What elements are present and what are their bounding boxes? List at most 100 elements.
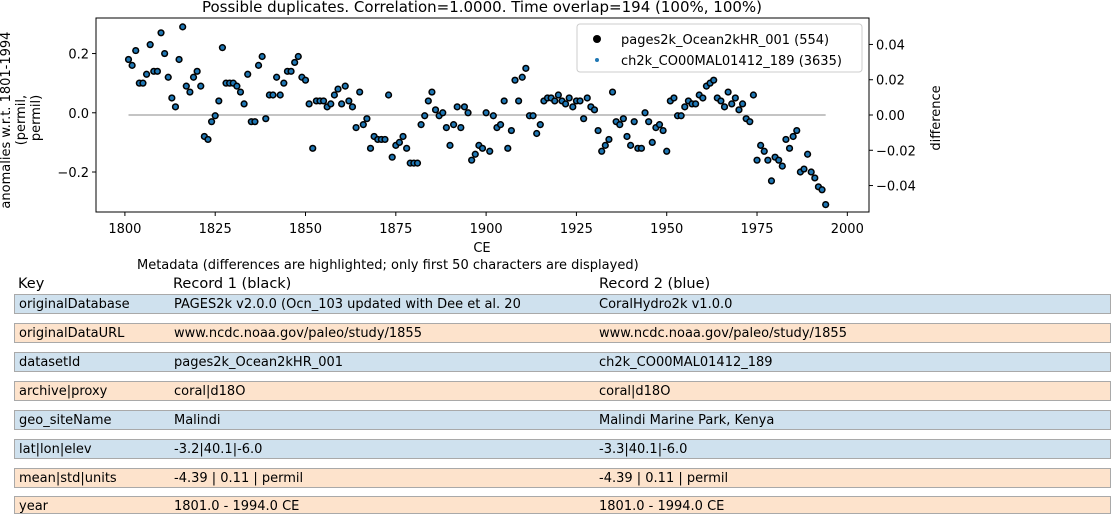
data-point-record-2 — [581, 116, 586, 121]
data-point-record-2 — [758, 143, 763, 148]
legend: pages2k_Ocean2kHR_001 (554) ch2k_CO00MAL… — [576, 23, 863, 73]
x-tick-label: 1975 — [740, 222, 773, 237]
x-tick-label: 1950 — [650, 222, 683, 237]
data-point-record-2 — [353, 125, 359, 130]
legend-marker-record-2 — [595, 58, 599, 62]
data-point-record-2 — [491, 113, 496, 118]
data-point-record-2 — [361, 122, 366, 127]
data-point-record-2 — [288, 69, 294, 74]
chart-title: Possible duplicates. Correlation=1.0000.… — [202, 0, 762, 16]
data-point-record-2 — [422, 113, 427, 118]
data-point-record-2 — [776, 158, 781, 163]
axes-layer: 1800 1825 1850 1875 1900 1925 1950 1975 2000 −0.2… — [57, 38, 915, 237]
metadata-row-original-data-url: originalDataURL www.ncdc.noaa.gov/paleo/… — [14, 323, 1111, 343]
metadata-row-dataset-id: datasetId pages2k_Ocean2kHR_001 ch2k_CO0… — [14, 352, 1111, 372]
data-point-record-2 — [538, 122, 543, 127]
data-point-record-2 — [256, 63, 261, 68]
metadata-key: lat|lon|elev — [19, 442, 92, 457]
metadata-record-1-value: www.ncdc.noaa.gov/paleo/study/1855 — [174, 326, 422, 341]
data-point-record-2 — [205, 137, 211, 142]
metadata-row-archive-proxy: archive|proxy coral|d18O coral|d18O — [14, 381, 1111, 401]
metadata-key: datasetId — [19, 355, 81, 370]
data-point-record-2 — [260, 54, 265, 59]
data-point-record-2 — [736, 107, 742, 112]
data-point-record-2 — [512, 78, 518, 83]
data-point-record-2 — [563, 101, 568, 106]
data-point-record-2 — [679, 113, 684, 118]
metadata-record-2-value: -4.39 | 0.11 | permil — [599, 471, 729, 486]
data-point-record-2 — [429, 89, 435, 95]
metadata-header-key: Key — [18, 276, 45, 292]
metadata-record-2-value: www.ncdc.noaa.gov/paleo/study/1855 — [599, 326, 847, 341]
data-point-record-2 — [747, 119, 752, 124]
data-point-record-2 — [585, 95, 590, 101]
x-tick-label: 1925 — [560, 222, 593, 237]
metadata-row-mean-std-units: mean|std|units -4.39 | 0.11 | permil -4.… — [14, 468, 1111, 488]
data-point-record-2 — [599, 149, 604, 154]
data-point-record-2 — [364, 116, 370, 121]
metadata-record-2-value: 1801.0 - 1994.0 CE — [599, 499, 725, 514]
data-point-record-2 — [682, 104, 687, 109]
data-point-record-2 — [281, 81, 286, 86]
data-point-record-2 — [292, 60, 297, 65]
data-point-record-2 — [751, 92, 756, 98]
metadata-record-2-value: -3.3|40.1|-6.0 — [599, 442, 688, 457]
data-point-record-2 — [661, 128, 666, 133]
data-point-record-2 — [639, 146, 644, 151]
data-point-record-2 — [718, 98, 724, 104]
data-point-record-2 — [646, 119, 651, 124]
metadata-record-1-value: -3.2|40.1|-6.0 — [174, 442, 263, 457]
data-point-record-2 — [310, 146, 315, 151]
data-point-record-2 — [418, 122, 424, 127]
y-tick-label: 0.2 — [68, 48, 89, 63]
data-point-record-2 — [426, 98, 431, 104]
data-point-record-2 — [126, 57, 131, 62]
data-point-record-2 — [465, 110, 471, 115]
data-point-record-2 — [610, 89, 615, 95]
data-point-record-2 — [252, 119, 258, 124]
data-point-record-2 — [339, 101, 344, 106]
data-point-record-2 — [603, 143, 608, 148]
y-tick-label: 0.0 — [68, 107, 89, 122]
right-y-tick-label: −0.02 — [876, 144, 916, 159]
data-point-record-2 — [155, 69, 160, 74]
data-point-record-2 — [191, 75, 196, 80]
data-point-record-2 — [534, 131, 539, 136]
data-point-record-2 — [516, 98, 521, 104]
data-point-record-2 — [444, 125, 449, 130]
data-point-record-2 — [769, 178, 774, 184]
y-axis-label: anomalies w.r.t. 1801-1994 (permil, perm… — [0, 27, 44, 208]
data-point-record-2 — [570, 104, 575, 109]
data-point-record-2 — [216, 98, 221, 104]
metadata-record-1-value: 1801.0 - 1994.0 CE — [174, 499, 300, 514]
data-point-record-2 — [487, 149, 492, 154]
right-y-tick-label: 0.04 — [876, 38, 905, 53]
data-point-record-2 — [274, 75, 279, 80]
metadata-key: mean|std|units — [19, 471, 117, 486]
metadata-caption: Metadata (differences are highlighted; o… — [137, 258, 639, 273]
data-point-record-2 — [176, 57, 182, 62]
data-point-record-2 — [386, 92, 391, 98]
data-point-record-2 — [671, 95, 677, 101]
data-point-record-2 — [335, 86, 341, 92]
data-point-record-2 — [130, 63, 135, 68]
data-point-record-2 — [621, 116, 626, 121]
data-point-record-2 — [173, 104, 178, 109]
data-point-record-2 — [368, 146, 373, 151]
right-axis-label: difference — [929, 85, 944, 150]
data-point-record-2 — [166, 75, 171, 80]
data-point-record-2 — [791, 134, 796, 139]
metadata-record-1-value: Malindi — [174, 413, 221, 428]
data-point-record-2 — [187, 89, 193, 95]
data-point-record-2 — [158, 30, 164, 35]
data-point-record-2 — [740, 101, 745, 106]
data-point-record-2 — [762, 149, 767, 154]
metadata-key: originalDatabase — [19, 297, 130, 312]
data-point-record-2 — [733, 95, 738, 101]
data-point-record-2 — [722, 104, 727, 109]
data-point-record-2 — [617, 122, 622, 127]
data-point-record-2 — [650, 140, 655, 145]
data-point-record-2 — [552, 98, 557, 104]
data-point-record-2 — [700, 95, 705, 101]
data-point-record-2 — [245, 72, 250, 77]
